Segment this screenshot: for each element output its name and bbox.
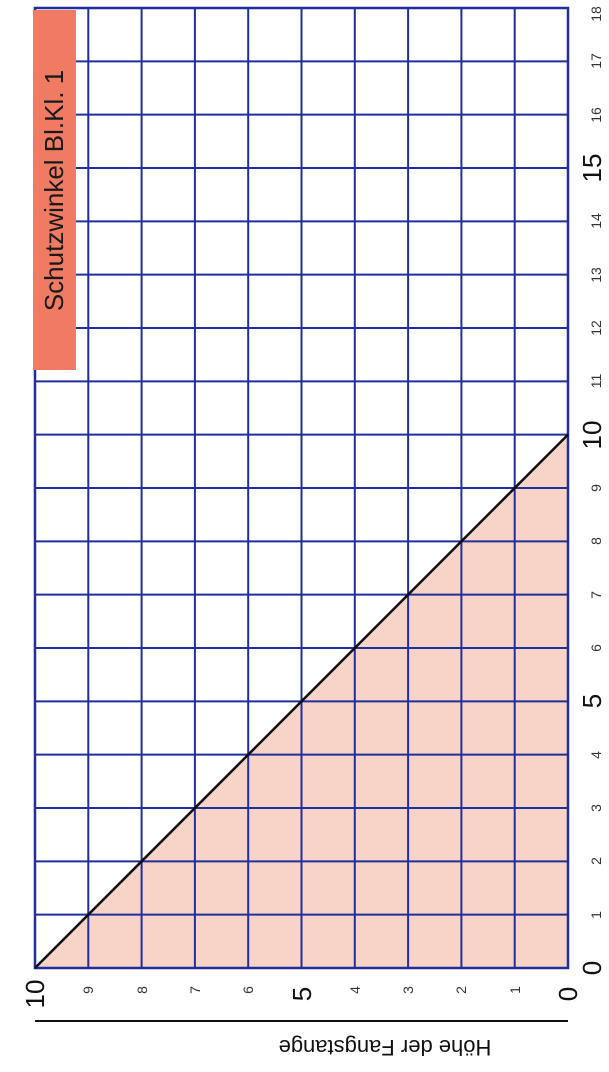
x-tick-label: 9 [588, 484, 604, 492]
x-tick-label: 0 [577, 960, 607, 976]
y-axis-title: Höhe der Fangstange [278, 1035, 492, 1060]
x-tick-label: 4 [588, 750, 604, 759]
y-tick-label: 9 [80, 986, 97, 994]
x-tick-label: 16 [588, 106, 604, 123]
x-tick-label: 6 [588, 644, 604, 652]
y-tick-label: 6 [240, 986, 257, 994]
y-tick-label: 5 [286, 986, 317, 1002]
x-tick-label: 8 [588, 537, 604, 546]
x-tick-label: 17 [588, 53, 604, 70]
x-tick-label: 2 [588, 857, 604, 866]
x-tick-label: 5 [577, 694, 607, 709]
x-tick-label: 18 [588, 6, 604, 22]
x-tick-label: 3 [588, 804, 604, 812]
x-tick-label: 11 [588, 374, 604, 389]
y-tick-label: 4 [346, 986, 363, 994]
x-tick-label: 1 [588, 910, 604, 919]
x-tick-label: 15 [577, 153, 607, 183]
y-tick-label: 2 [453, 986, 470, 994]
axis-title-rule [35, 1020, 568, 1022]
y-tick-label: 1 [506, 986, 523, 994]
chart-title: Schutzwinkel Bl.Kl. 1 [39, 69, 70, 311]
x-tick-label: 10 [577, 420, 607, 450]
y-tick-label: 3 [400, 986, 417, 994]
series-line-10 [514, 434, 569, 489]
y-tick-label: 0 [553, 986, 583, 1002]
y-tick-label: 7 [186, 986, 203, 994]
y-tick-label: 8 [133, 986, 150, 994]
x-tick-label: 7 [588, 590, 604, 599]
y-tick-label: 10 [20, 979, 50, 1009]
x-tick-label: 12 [588, 320, 604, 336]
x-tick-label: 14 [588, 213, 604, 230]
chart-title-badge: Schutzwinkel Bl.Kl. 1 [33, 10, 76, 370]
x-tick-label: 13 [588, 266, 604, 283]
